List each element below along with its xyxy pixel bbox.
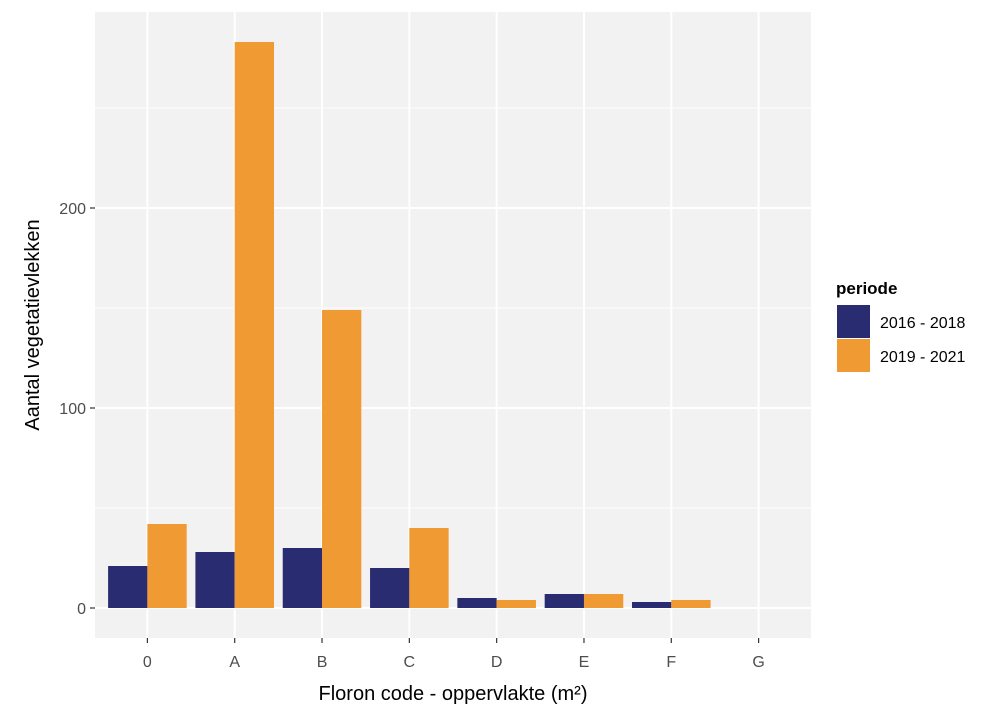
- y-axis: 0 100 200: [59, 201, 95, 618]
- bar-E-series-1: [544, 594, 584, 608]
- bar-D-series-1: [457, 598, 497, 608]
- bar-F-series-1: [632, 602, 672, 608]
- bar-A-series-2: [234, 42, 274, 608]
- x-axis: 0 A B C D E F G: [143, 638, 765, 671]
- bar-C-series-2: [409, 528, 449, 608]
- bar-A-series-1: [195, 552, 235, 608]
- legend-label-1: 2016 - 2018: [880, 315, 966, 332]
- bar-B-series-1: [282, 548, 323, 608]
- y-tick-label: 100: [59, 401, 86, 418]
- x-tick-label: E: [579, 654, 590, 671]
- x-tick-label: F: [666, 654, 676, 671]
- bar-F-series-2: [671, 600, 711, 608]
- legend-title: periode: [836, 279, 897, 298]
- x-tick-label: A: [229, 654, 240, 671]
- y-tick-label: 0: [77, 601, 86, 618]
- bar-C-series-1: [370, 568, 410, 608]
- bar-D-series-2: [496, 600, 536, 608]
- y-tick-label: 200: [59, 201, 86, 218]
- legend-key-1: [837, 305, 870, 338]
- x-axis-title: Floron code - oppervlakte (m²): [319, 683, 588, 705]
- bars: [108, 42, 711, 608]
- x-tick-label: 0: [143, 654, 152, 671]
- legend-key-2: [837, 339, 870, 372]
- bar-E-series-2: [583, 594, 624, 608]
- legend-label-2: 2019 - 2021: [880, 349, 966, 366]
- y-axis-title: Aantal vegetatievlekken: [22, 219, 44, 430]
- bar-0-series-2: [147, 524, 187, 608]
- bar-B-series-2: [322, 310, 362, 608]
- bar-0-series-1: [108, 566, 148, 608]
- minor-gridlines: [95, 107, 811, 509]
- x-tick-label: C: [404, 654, 416, 671]
- x-tick-label: B: [317, 654, 328, 671]
- legend: periode 2016 - 2018 2019 - 2021: [836, 279, 966, 372]
- plot-panel: [95, 12, 811, 638]
- x-tick-label: D: [491, 654, 503, 671]
- x-tick-label: G: [752, 654, 764, 671]
